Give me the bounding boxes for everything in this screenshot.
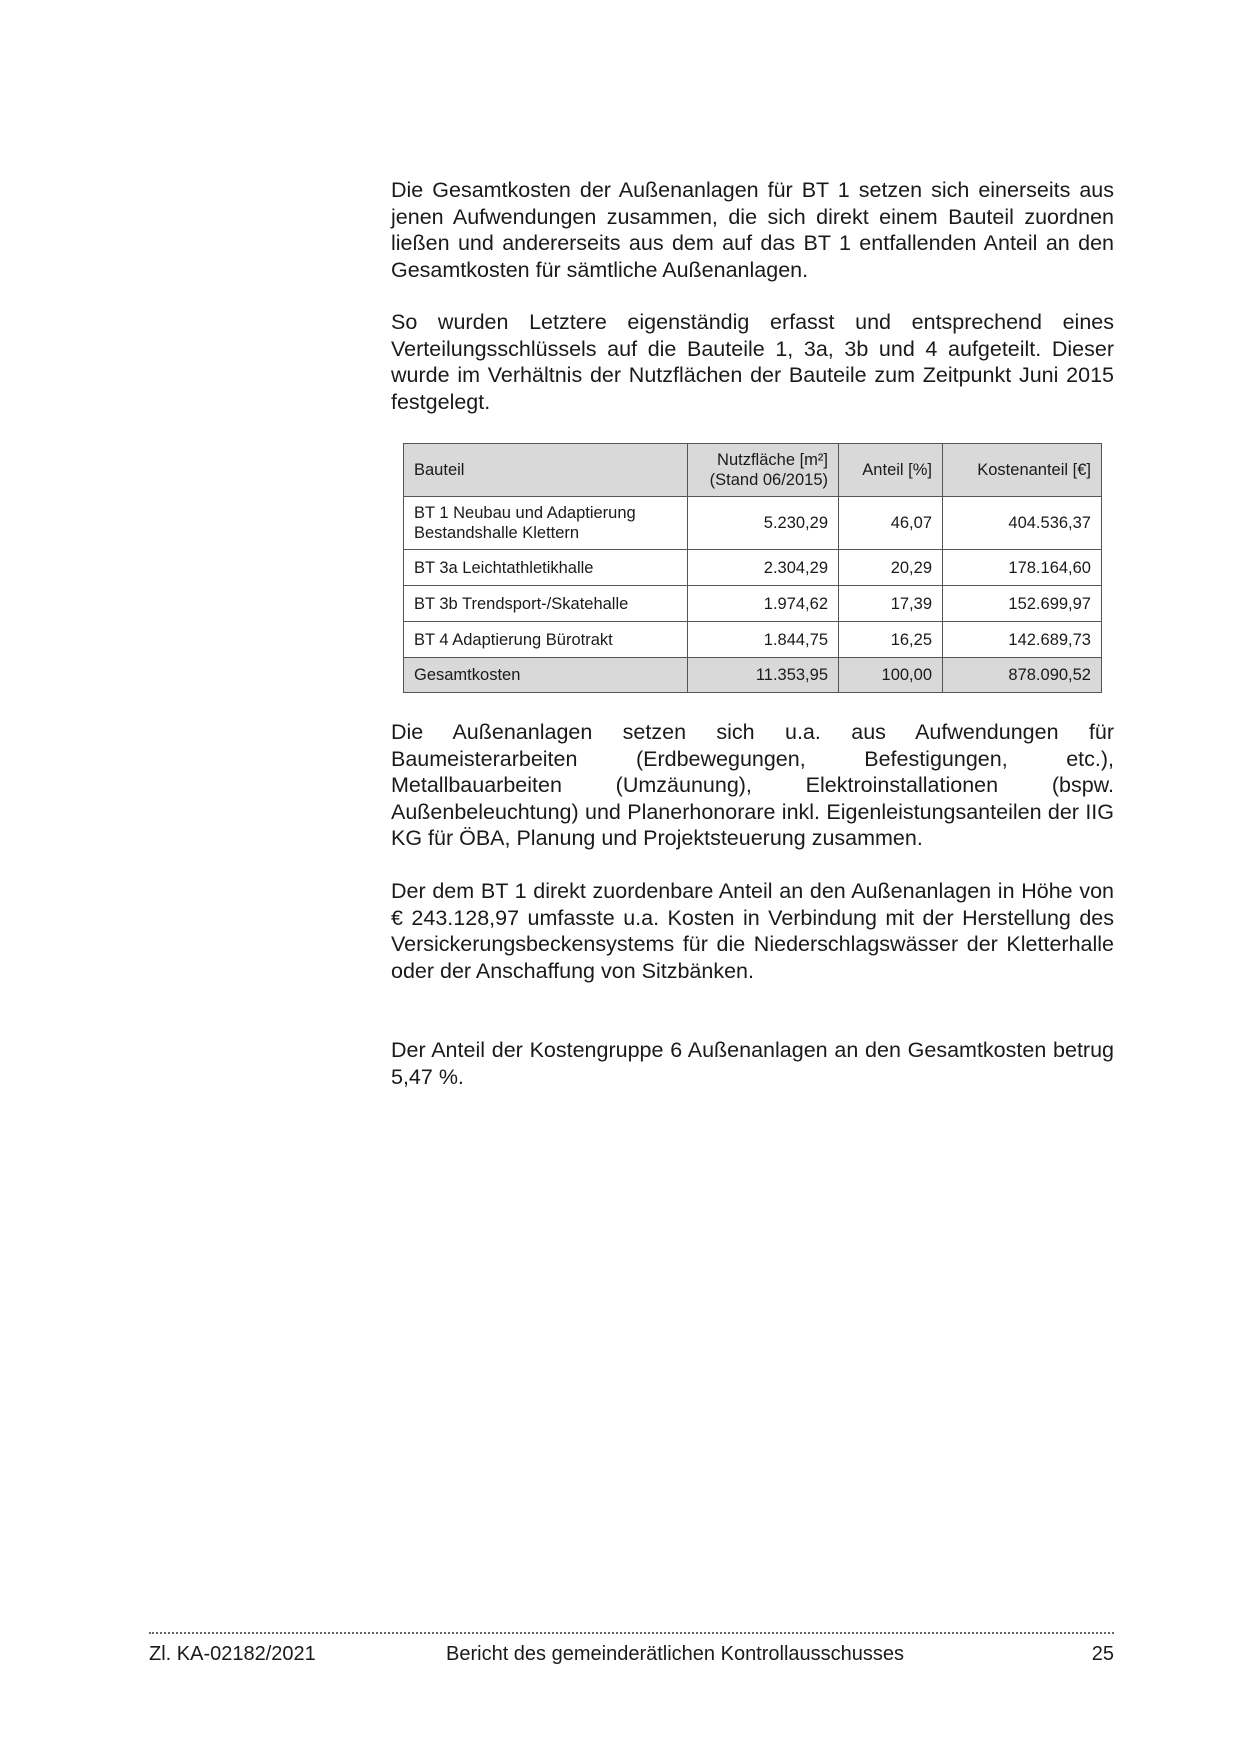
- cell-anteil: 17,39: [838, 585, 943, 622]
- paragraph-5: Der Anteil der Kostengruppe 6 Außenanlag…: [391, 1038, 1114, 1089]
- cell-nutzflaeche: 5.230,29: [687, 496, 839, 550]
- cell-nutzflaeche: 2.304,29: [687, 549, 839, 586]
- header-anteil: Anteil [%]: [838, 443, 943, 497]
- header-nutzflaeche: Nutzfläche [m²] (Stand 06/2015): [687, 443, 839, 497]
- cell-bauteil: BT 3b Trendsport-/Skatehalle: [403, 585, 688, 622]
- table-row: BT 1 Neubau und Adaptierung Bestandshalle…: [403, 496, 1102, 550]
- page-number: 25: [1091, 1643, 1114, 1665]
- header-bauteil: Bauteil: [403, 443, 688, 497]
- cell-nutzflaeche: 1.844,75: [687, 621, 839, 658]
- cell-bauteil-line2: Bestandshalle Klettern: [414, 524, 580, 542]
- total-label: Gesamtkosten: [403, 657, 688, 693]
- cost-table: Bauteil Nutzfläche [m²] (Stand 06/2015) A…: [403, 443, 1102, 693]
- table-row: BT 4 Adaptierung Bürotrakt 1.844,75 16,2…: [403, 621, 1102, 658]
- table-total-row: Gesamtkosten 11.353,95 100,00 878.090,52: [403, 657, 1102, 693]
- paragraph-3: Die Außenanlagen setzen sich u.a. aus Au…: [391, 720, 1114, 850]
- footer-reference: Zl. KA-02182/2021: [149, 1643, 316, 1665]
- paragraph-1: Die Gesamtkosten der Außenanlagen für BT…: [391, 178, 1114, 282]
- paragraph-4: Der dem BT 1 direkt zuordenbare Anteil a…: [391, 879, 1114, 983]
- cell-kostenanteil: 142.689,73: [942, 621, 1102, 658]
- cell-kostenanteil: 178.164,60: [942, 549, 1102, 586]
- cell-kostenanteil: 404.536,37: [942, 496, 1102, 550]
- cell-kostenanteil: 152.699,97: [942, 585, 1102, 622]
- total-nutzflaeche: 11.353,95: [687, 657, 839, 693]
- total-kostenanteil: 878.090,52: [942, 657, 1102, 693]
- header-nutzflaeche-line2: (Stand 06/2015): [709, 471, 828, 489]
- cell-bauteil: BT 4 Adaptierung Bürotrakt: [403, 621, 688, 658]
- table-row: BT 3a Leichtathletikhalle 2.304,29 20,29…: [403, 549, 1102, 586]
- header-kostenanteil: Kostenanteil [€]: [942, 443, 1102, 497]
- cell-bauteil-line1: BT 1 Neubau und Adaptierung: [414, 504, 636, 522]
- header-nutzflaeche-line1: Nutzfläche [m²]: [717, 451, 828, 469]
- paragraph-2: So wurden Letztere eigenständig erfasst …: [391, 310, 1114, 414]
- footer-divider: [149, 1632, 1114, 1634]
- footer-title: Bericht des gemeinderätlichen Kontrollau…: [446, 1643, 905, 1665]
- cell-anteil: 16,25: [838, 621, 943, 658]
- total-anteil: 100,00: [838, 657, 943, 693]
- table-header-row: Bauteil Nutzfläche [m²] (Stand 06/2015) A…: [403, 443, 1102, 497]
- cell-anteil: 46,07: [838, 496, 943, 550]
- cell-bauteil: BT 1 Neubau und Adaptierung Bestandshalle…: [403, 496, 688, 550]
- cell-nutzflaeche: 1.974,62: [687, 585, 839, 622]
- table-row: BT 3b Trendsport-/Skatehalle 1.974,62 17…: [403, 585, 1102, 622]
- cell-bauteil: BT 3a Leichtathletikhalle: [403, 549, 688, 586]
- cell-anteil: 20,29: [838, 549, 943, 586]
